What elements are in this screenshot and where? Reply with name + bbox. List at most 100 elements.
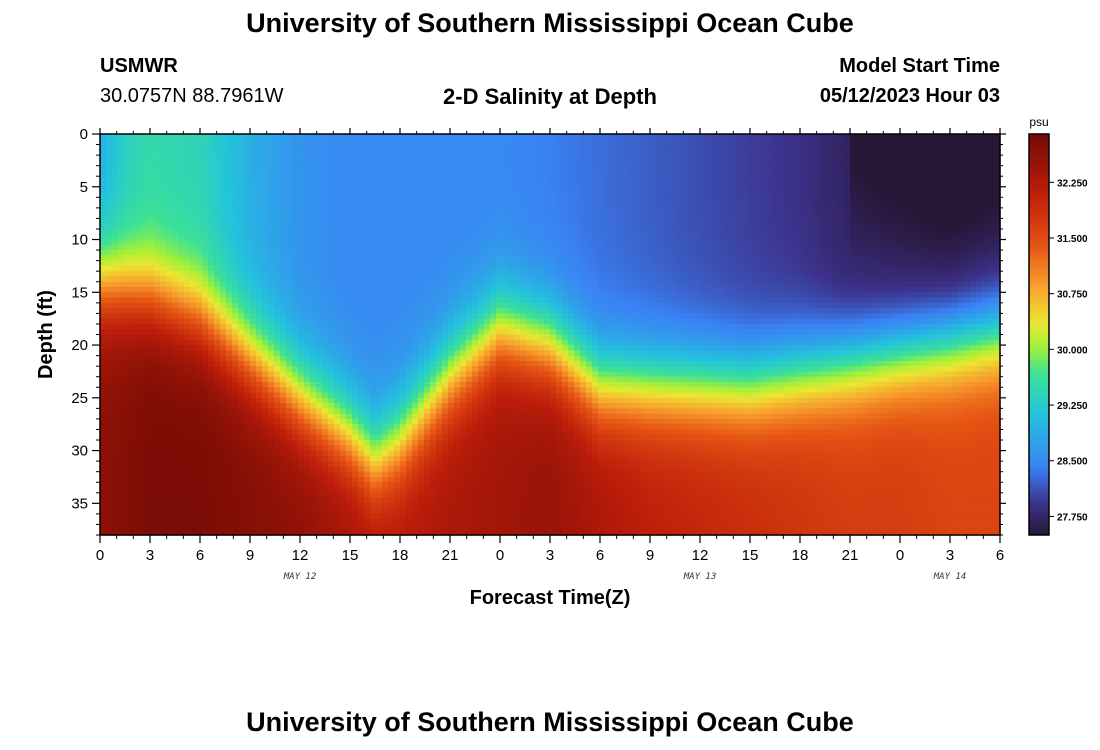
heatmap-cell [442, 397, 449, 404]
heatmap-cell [370, 260, 377, 267]
heatmap-cell [448, 139, 455, 146]
heatmap-cell [172, 149, 179, 156]
heatmap-cell [376, 487, 383, 494]
heatmap-cell [436, 350, 443, 357]
heatmap-cell [100, 355, 107, 362]
heatmap-cell [370, 281, 377, 288]
heatmap-cell [166, 440, 173, 446]
heatmap-cell [460, 476, 467, 483]
heatmap-cell [238, 292, 245, 299]
heatmap-cell [226, 186, 233, 193]
heatmap-cell [244, 244, 251, 251]
heatmap-cell [136, 207, 143, 214]
heatmap-cell [100, 524, 107, 531]
heatmap-cell [400, 503, 407, 510]
heatmap-cell [100, 313, 107, 320]
heatmap-cell [136, 455, 143, 462]
heatmap-cell [226, 297, 233, 304]
heatmap-cell [280, 160, 287, 167]
heatmap-cell [232, 265, 239, 272]
heatmap-cell [406, 207, 413, 214]
heatmap-cell [190, 318, 197, 325]
heatmap-cell [142, 408, 149, 415]
heatmap-cell [274, 429, 281, 436]
heatmap-cell [472, 392, 479, 399]
heatmap-cell [118, 186, 125, 193]
heatmap-cell [298, 461, 305, 468]
heatmap-cell [304, 366, 311, 373]
heatmap-cell [400, 186, 407, 193]
heatmap-cell [190, 434, 197, 441]
heatmap-cell [286, 313, 293, 320]
heatmap-cell [448, 450, 455, 457]
heatmap-cell [130, 228, 137, 235]
heatmap-cell [262, 228, 269, 235]
heatmap-cell [382, 197, 389, 204]
heatmap-cell [172, 466, 179, 473]
heatmap-cell [268, 524, 275, 531]
heatmap-cell [136, 271, 143, 278]
heatmap-cell [136, 487, 143, 494]
heatmap-cell [400, 276, 407, 283]
heatmap-cell [160, 139, 167, 146]
heatmap-cell [172, 239, 179, 246]
heatmap-cell [364, 149, 371, 156]
heatmap-cell [406, 376, 413, 383]
heatmap-cell [166, 287, 173, 293]
heatmap-cell [322, 244, 329, 251]
heatmap-cell [430, 492, 437, 499]
heatmap-cell [358, 155, 365, 161]
heatmap-cell [454, 218, 461, 225]
heatmap-cell [172, 155, 179, 161]
heatmap-cell [226, 239, 233, 246]
heatmap-cell [388, 302, 395, 309]
heatmap-cell [256, 181, 263, 188]
heatmap-cell [130, 466, 137, 473]
heatmap-cell [274, 308, 281, 314]
heatmap-cell [286, 371, 293, 378]
heatmap-cell [160, 403, 167, 409]
heatmap-cell [448, 202, 455, 209]
heatmap-cell [352, 519, 359, 526]
heatmap-cell [112, 228, 119, 235]
heatmap-cell [388, 160, 395, 167]
heatmap-cell [184, 424, 191, 431]
heatmap-cell [268, 408, 275, 415]
heatmap-cell [214, 392, 221, 399]
heatmap-cell [382, 376, 389, 383]
heatmap-cell [418, 134, 425, 140]
heatmap-cell [364, 308, 371, 314]
heatmap-cell [340, 334, 347, 341]
heatmap-cell [214, 355, 221, 362]
heatmap-cell [196, 503, 203, 510]
heatmap-cell [322, 392, 329, 399]
heatmap-cell [214, 313, 221, 320]
heatmap-cell [154, 239, 161, 246]
heatmap-cell [142, 445, 149, 452]
heatmap-cell [220, 276, 227, 283]
heatmap-cell [202, 271, 209, 278]
heatmap-cell [334, 371, 341, 378]
heatmap-cell [262, 519, 269, 526]
heatmap-cell [262, 513, 269, 520]
heatmap-cell [142, 376, 149, 383]
heatmap-cell [310, 339, 317, 346]
heatmap-cell [202, 218, 209, 225]
heatmap-cell [322, 149, 329, 156]
heatmap-cell [286, 424, 293, 431]
heatmap-cell [292, 155, 299, 161]
heatmap-cell [460, 181, 467, 188]
heatmap-cell [124, 397, 131, 404]
heatmap-cell [226, 413, 233, 420]
heatmap-cell [406, 482, 413, 489]
heatmap-cell [328, 297, 335, 304]
heatmap-cell [382, 149, 389, 156]
heatmap-cell [172, 492, 179, 499]
heatmap-cell [406, 455, 413, 462]
heatmap-cell [274, 503, 281, 510]
heatmap-cell [286, 250, 293, 256]
heatmap-cell [328, 197, 335, 204]
heatmap-cell [124, 255, 131, 262]
heatmap-cell [454, 155, 461, 161]
heatmap-cell [352, 471, 359, 478]
